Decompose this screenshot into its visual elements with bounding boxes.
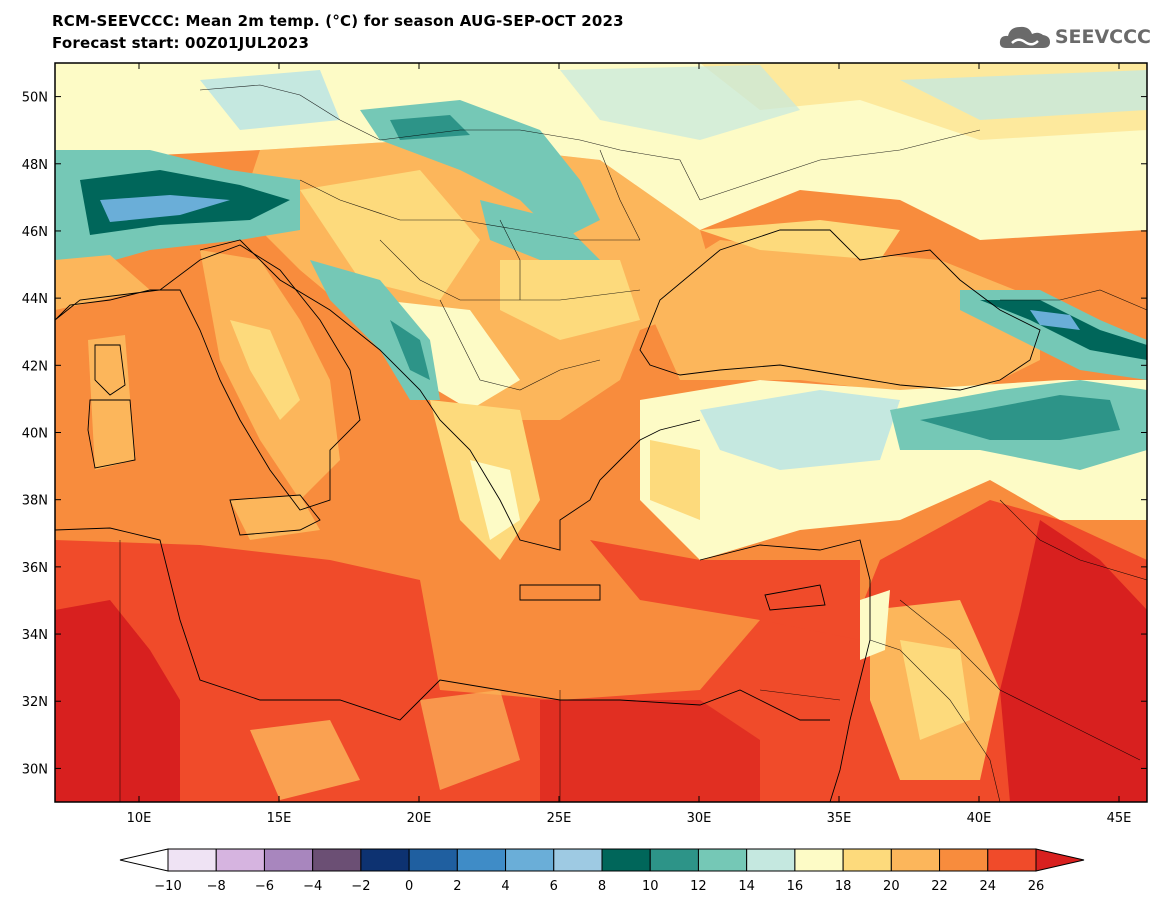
colorbar: −10 −8 −6 −4 −2 0 2 4 6 8 10 12 14 16 18 20 22 24 26: [119, 848, 1085, 894]
colorbar-label: 6: [550, 879, 558, 894]
lon-tick-label: 45E: [1107, 811, 1132, 826]
colorbar-label: 0: [405, 879, 413, 894]
logo-text: SEEVCCC: [1054, 26, 1151, 48]
lon-tick-label: 35E: [827, 811, 852, 826]
lat-tick-label: 50N: [22, 91, 48, 106]
lon-tick-label: 15E: [267, 811, 292, 826]
colorbar-label: 2: [453, 879, 461, 894]
colorbar-swatch: [842, 848, 892, 872]
coastlines: [55, 229, 1041, 802]
colorbar-label: 16: [787, 879, 804, 894]
colorbar-swatch: [601, 848, 651, 872]
lat-tick-label: 32N: [22, 695, 48, 710]
colorbar-label: 12: [690, 879, 707, 894]
colorbar-label: 22: [931, 879, 948, 894]
lat-tick-label: 40N: [22, 427, 48, 442]
colorbar-swatch: [408, 848, 458, 872]
colorbar-label: 8: [598, 879, 606, 894]
lat-tick-label: 42N: [22, 359, 48, 374]
colorbar-label: 26: [1028, 879, 1045, 894]
lat-tick-label: 44N: [22, 292, 48, 307]
lon-tick-label: 20E: [407, 811, 432, 826]
colorbar-swatch: [167, 848, 217, 872]
forecast-start-label: Forecast start: 00Z01JUL2023: [52, 34, 310, 52]
colorbar-label: −2: [351, 879, 370, 894]
colorbar-swatch: [746, 848, 796, 872]
colorbar-swatch: [360, 848, 410, 872]
colorbar-swatch: [312, 848, 362, 872]
colorbar-swatch: [263, 848, 314, 872]
colorbar-under-arrow: [119, 848, 169, 872]
colorbar-label: 10: [642, 879, 659, 894]
lat-tick-label: 30N: [22, 762, 48, 777]
lat-tick-label: 46N: [22, 225, 48, 240]
lat-tick-label: 34N: [22, 628, 48, 643]
colorbar-swatch: [649, 848, 699, 872]
cloud-icon: [999, 26, 1050, 48]
seevccc-logo: SEEVCCC: [998, 22, 1151, 52]
axis-ticks: 10E 15E 20E 25E 30E 35E 40E 45E 30N 32N 34N 36N 38N 4…: [22, 63, 1147, 826]
colorbar-swatch: [505, 848, 555, 872]
lon-tick-label: 25E: [547, 811, 572, 826]
colorbar-label: −10: [154, 879, 181, 894]
lon-tick-label: 40E: [967, 811, 992, 826]
lat-tick-label: 38N: [22, 494, 48, 509]
colorbar-swatch: [794, 848, 844, 872]
colorbar-swatch: [890, 848, 941, 872]
colorbar-swatch: [939, 848, 989, 872]
lon-tick-label: 10E: [127, 811, 152, 826]
colorbar-label: 4: [501, 879, 509, 894]
colorbar-label: −4: [303, 879, 322, 894]
colorbar-label: 18: [835, 879, 852, 894]
colorbar-swatch: [553, 848, 603, 872]
colorbar-swatch: [987, 848, 1037, 872]
colorbar-label: −8: [207, 879, 226, 894]
temperature-field: [55, 63, 1147, 802]
lat-tick-label: 48N: [22, 158, 48, 173]
colorbar-swatch: [456, 848, 507, 872]
colorbar-label: 24: [980, 879, 997, 894]
lat-tick-label: 36N: [22, 561, 48, 576]
colorbar-over-arrow: [1035, 848, 1085, 872]
map-title: RCM-SEEVCCC: Mean 2m temp. (°C) for seas…: [52, 12, 624, 30]
country-borders: [119, 84, 1147, 802]
colorbar-swatch: [215, 848, 265, 872]
colorbar-swatch: [697, 848, 748, 872]
colorbar-label: 20: [883, 879, 900, 894]
colorbar-label: −6: [255, 879, 274, 894]
lon-tick-label: 30E: [687, 811, 712, 826]
colorbar-label: 14: [738, 879, 755, 894]
